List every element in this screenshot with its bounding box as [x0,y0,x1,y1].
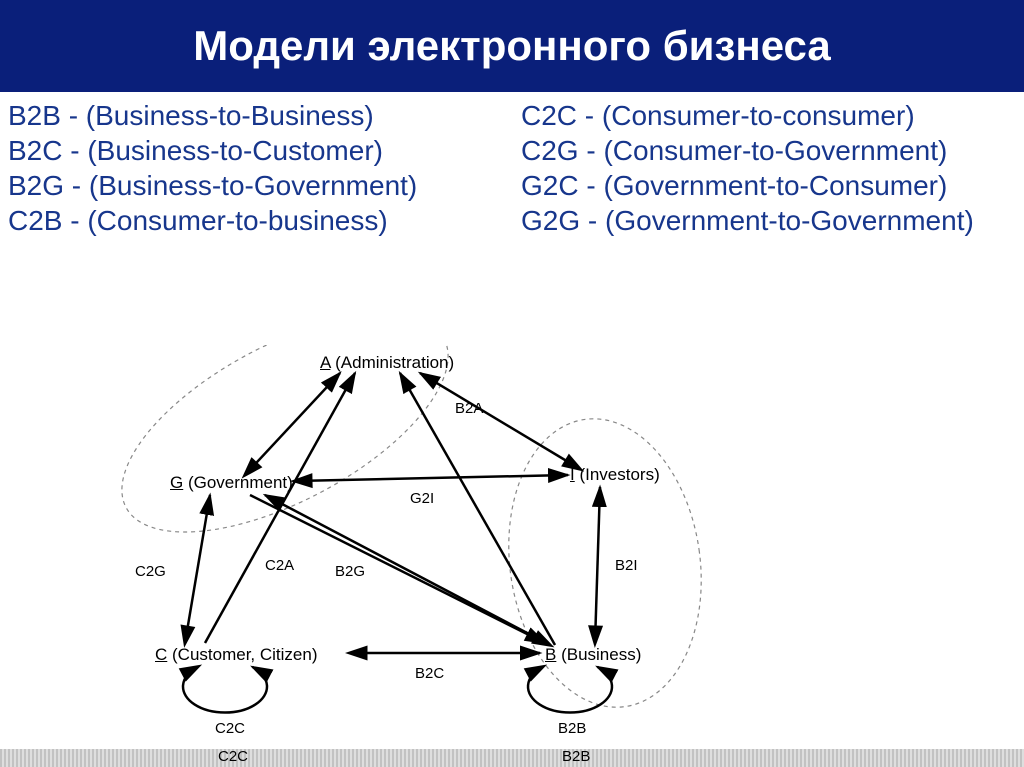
definitions-right: C2C - (Consumer-to-consumer) C2G - (Cons… [503,98,1016,238]
edge-C-A [205,373,355,643]
footer-bar [0,749,1024,767]
footer-label-c2c: C2C [218,748,248,765]
edge-G-I [295,475,568,481]
ebusiness-network-diagram: A (Administration) G (Government) I (Inves… [110,345,790,735]
edge-G-B [250,495,545,643]
edge-label-B2B: B2B [558,720,586,737]
edge-B-I [595,487,600,643]
node-C: C (Customer, Citizen) [155,645,317,665]
def-b2b: B2B - (Business-to-Business) [8,98,503,133]
def-c2c: C2C - (Consumer-to-consumer) [521,98,1016,133]
node-G: G (Government) [170,473,293,493]
edge-label-C2A: C2A [265,557,294,574]
def-b2c: B2C - (Business-to-Customer) [8,133,503,168]
def-g2g: G2G - (Government-to-Government) [521,203,1016,238]
def-c2g: C2G - (Consumer-to-Government) [521,133,1016,168]
edge-label-B2A: B2A [455,400,483,417]
edge-C-G [185,495,210,643]
def-g2c: G2C - (Government-to-Consumer) [521,168,1016,203]
def-c2b: C2B - (Consumer-to-business) [8,203,503,238]
diagram-svg [110,345,790,735]
dashed-group [110,345,481,576]
slide-header: Модели электронного бизнеса [0,0,1024,92]
edge-label-G2I: G2I [410,490,434,507]
edge-B-G [265,495,550,645]
edge-label-B2I: B2I [615,557,638,574]
edge-label-B2G: B2G [335,563,365,580]
node-I: I (Investors) [570,465,660,485]
definitions-columns: B2B - (Business-to-Business) B2C - (Busi… [0,92,1024,238]
edge-I-A [420,373,580,469]
edge-label-C2C: C2C [215,720,245,737]
self-loop-C [183,667,267,713]
slide-title: Модели электронного бизнеса [193,22,831,70]
node-A: A (Administration) [320,353,454,373]
definitions-left: B2B - (Business-to-Business) B2C - (Busi… [8,98,503,238]
node-B: B (Business) [545,645,641,665]
footer-label-b2b: B2B [562,748,590,765]
edge-label-B2C: B2C [415,665,444,682]
edge-label-C2G: C2G [135,563,166,580]
def-b2g: B2G - (Business-to-Government) [8,168,503,203]
